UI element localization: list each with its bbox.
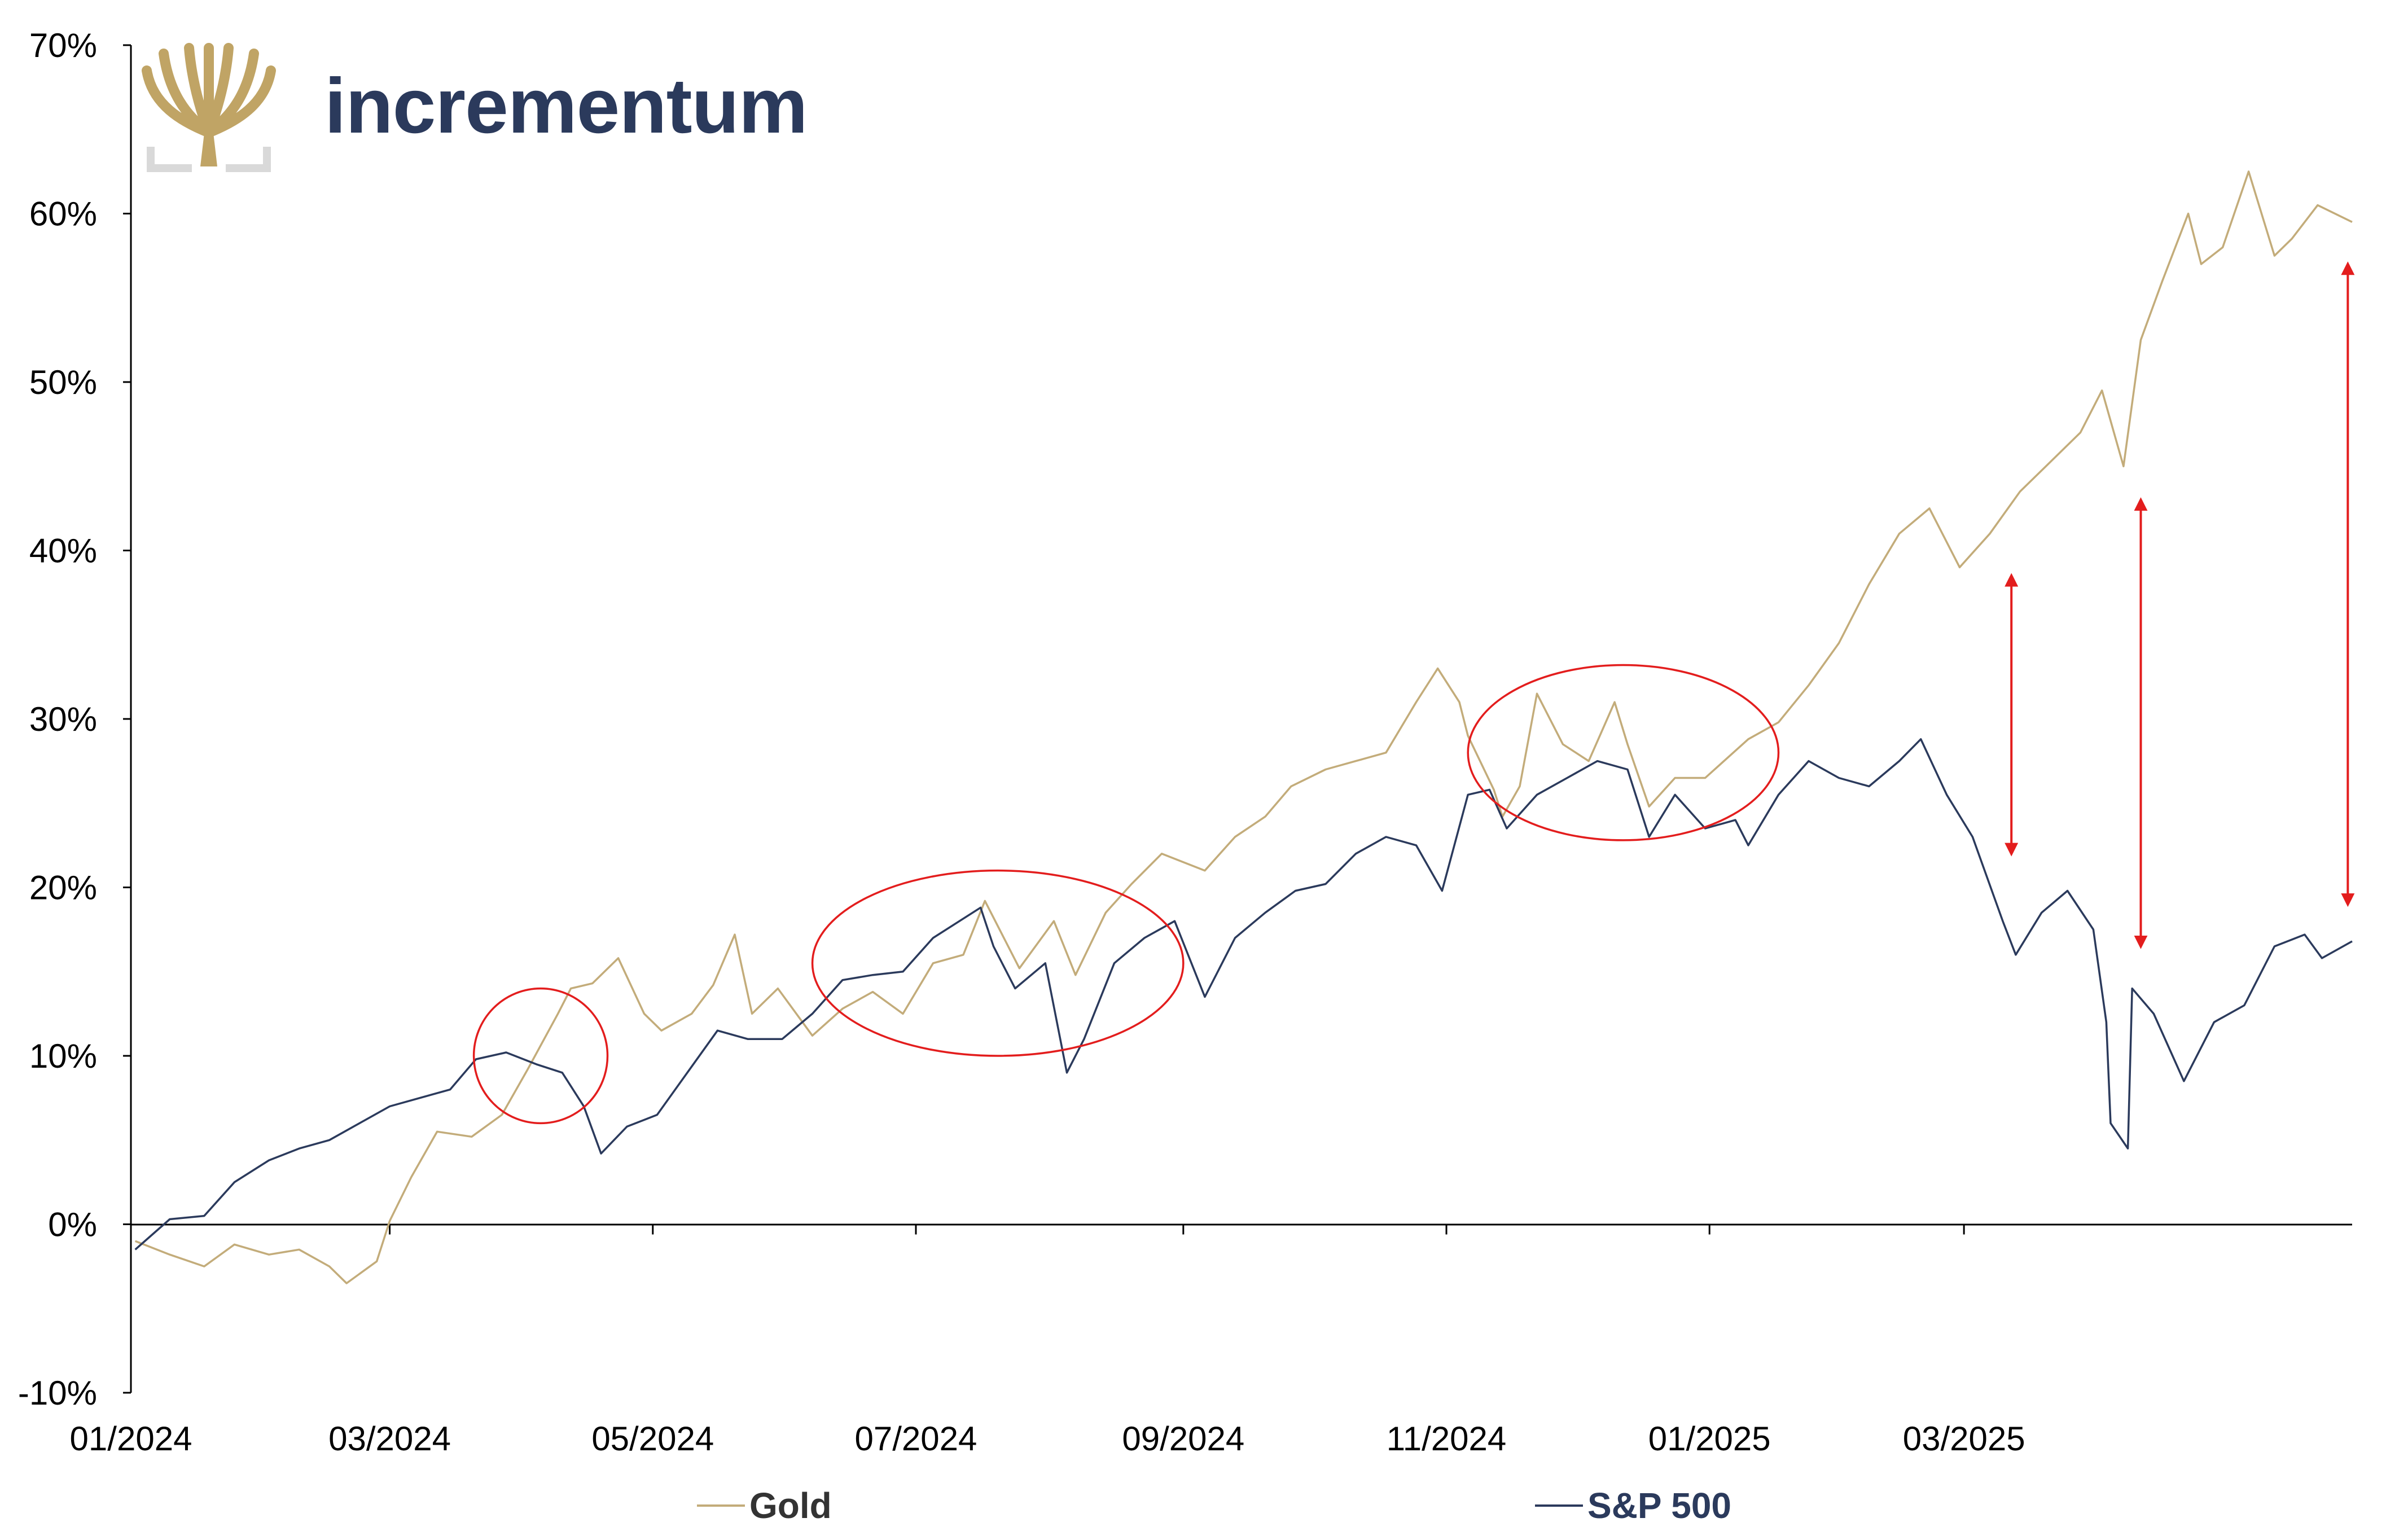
- x-tick-label: 03/2025: [1903, 1420, 2025, 1458]
- annotation-layer: [472, 261, 2355, 1125]
- y-tick-label: 50%: [29, 363, 97, 401]
- y-tick-label: 20%: [29, 869, 97, 907]
- legend-label-sp500: S&P 500: [1587, 1485, 1731, 1526]
- x-tick-label: 07/2024: [855, 1420, 977, 1458]
- y-tick-label: 10%: [29, 1037, 97, 1075]
- y-tick-label: 60%: [29, 195, 97, 233]
- x-tick-label: 01/2024: [70, 1420, 192, 1458]
- series-line-sp500: [134, 738, 2353, 1251]
- highlight-ellipse: [811, 869, 1185, 1057]
- highlight-ellipse: [1467, 664, 1780, 841]
- tree-logo-icon: [142, 43, 276, 172]
- x-axis-ticks: 01/2024 03/2024 05/2024 07/2024 09/2024 11/20…: [70, 1224, 2025, 1458]
- brand-name: incrementum: [324, 63, 808, 150]
- x-tick-label: 05/2024: [591, 1420, 714, 1458]
- y-tick-label: 0%: [48, 1206, 97, 1244]
- legend-label-gold: Gold: [749, 1485, 832, 1526]
- series-layer: [134, 170, 2353, 1284]
- series-line-gold: [134, 170, 2353, 1284]
- x-tick-label: 03/2024: [328, 1420, 451, 1458]
- x-tick-label: 11/2024: [1387, 1420, 1506, 1458]
- y-tick-label: 30%: [29, 700, 97, 738]
- x-tick-label: 09/2024: [1122, 1420, 1244, 1458]
- y-axis-ticks: -10% 0% 10% 20% 30% 40% 50% 60% 70%: [18, 27, 131, 1412]
- y-tick-label: 70%: [29, 27, 97, 64]
- y-tick-label: 40%: [29, 532, 97, 570]
- legend: Gold S&P 500: [697, 1485, 1731, 1526]
- highlight-ellipse: [472, 987, 609, 1125]
- x-tick-label: 01/2025: [1648, 1420, 1771, 1458]
- y-tick-label: -10%: [18, 1374, 97, 1412]
